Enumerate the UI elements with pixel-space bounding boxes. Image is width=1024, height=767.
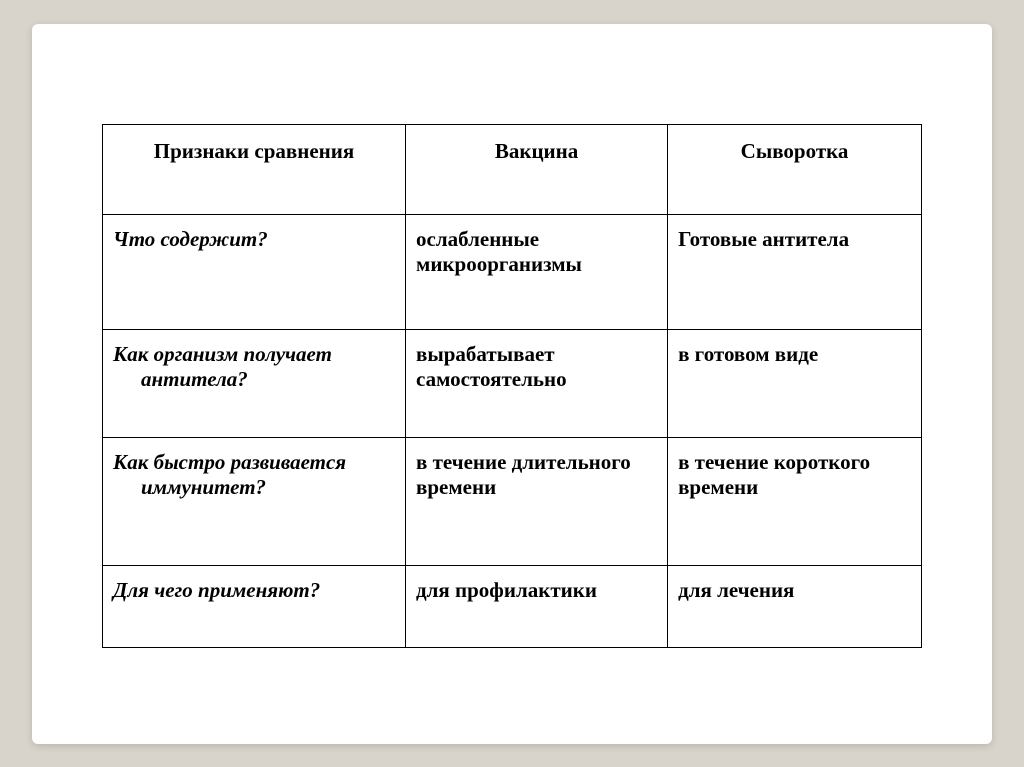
cell-vaccine: в течение длительного времени	[406, 437, 668, 565]
cell-serum: в готовом виде	[668, 329, 922, 437]
header-vaccine: Вакцина	[406, 124, 668, 214]
row-label-line1: Для чего применяют?	[113, 578, 320, 602]
table-header-row: Признаки сравнения Вакцина Сыворотка	[103, 124, 922, 214]
cell-vaccine: вырабатывает самостоятельно	[406, 329, 668, 437]
slide-card: Признаки сравнения Вакцина Сыворотка Что…	[32, 24, 992, 744]
cell-serum: Готовые антитела	[668, 214, 922, 329]
table-row: Что содержит? ослабленные микроорганизмы…	[103, 214, 922, 329]
table-row: Для чего применяют? для профилактики для…	[103, 565, 922, 647]
cell-serum: в течение короткого времени	[668, 437, 922, 565]
row-label-line2: антитела?	[113, 367, 395, 392]
header-criteria: Признаки сравнения	[103, 124, 406, 214]
cell-vaccine: для профилактики	[406, 565, 668, 647]
row-label: Как организм получает антитела?	[103, 329, 406, 437]
comparison-table: Признаки сравнения Вакцина Сыворотка Что…	[102, 124, 922, 648]
row-label-line1: Как организм получает	[113, 342, 332, 366]
row-label: Для чего применяют?	[103, 565, 406, 647]
cell-serum: для лечения	[668, 565, 922, 647]
row-label-line1: Как быстро развивается	[113, 450, 346, 474]
table-row: Как быстро развивается иммунитет? в тече…	[103, 437, 922, 565]
row-label-line1: Что содержит?	[113, 227, 268, 251]
table-row: Как организм получает антитела? вырабаты…	[103, 329, 922, 437]
row-label-line2: иммунитет?	[113, 475, 395, 500]
header-serum: Сыворотка	[668, 124, 922, 214]
row-label: Что содержит?	[103, 214, 406, 329]
row-label: Как быстро развивается иммунитет?	[103, 437, 406, 565]
cell-vaccine: ослабленные микроорганизмы	[406, 214, 668, 329]
